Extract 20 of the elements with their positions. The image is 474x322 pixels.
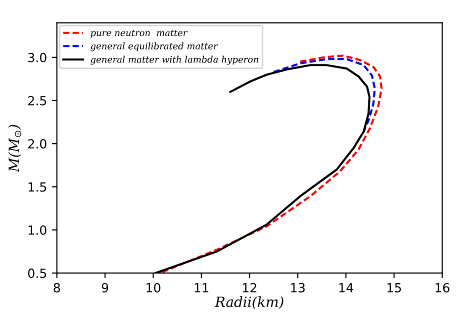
y-tick-label: 1.0 [28, 225, 46, 235]
y-tick-label: 0.5 [28, 268, 46, 278]
x-tick-label: 16 [436, 283, 450, 292]
y-tick-label: 2.0 [28, 139, 46, 149]
legend-label: general matter with lambda hyperon [90, 56, 258, 65]
x-tick-label: 12 [242, 283, 256, 292]
y-axis-title: M(M$_{⊙}$) [8, 124, 22, 172]
x-tick-label: 11 [194, 283, 208, 292]
x-tick-label: 14 [339, 283, 354, 292]
x-tick-label: 9 [102, 283, 108, 292]
legend-label: general equilibrated matter [90, 42, 218, 52]
x-tick-label: 8 [54, 283, 60, 292]
x-tick-label: 15 [387, 283, 401, 292]
y-tick-label: 1.5 [28, 182, 46, 192]
x-tick-label: 10 [146, 283, 160, 292]
y-tick-label: 2.5 [28, 96, 46, 106]
legend-label: pure neutron matter [90, 30, 188, 38]
x-axis-title: Radii(km) [214, 296, 284, 309]
y-tick-label: 3.0 [28, 52, 46, 62]
x-tick-label: 13 [291, 283, 305, 292]
